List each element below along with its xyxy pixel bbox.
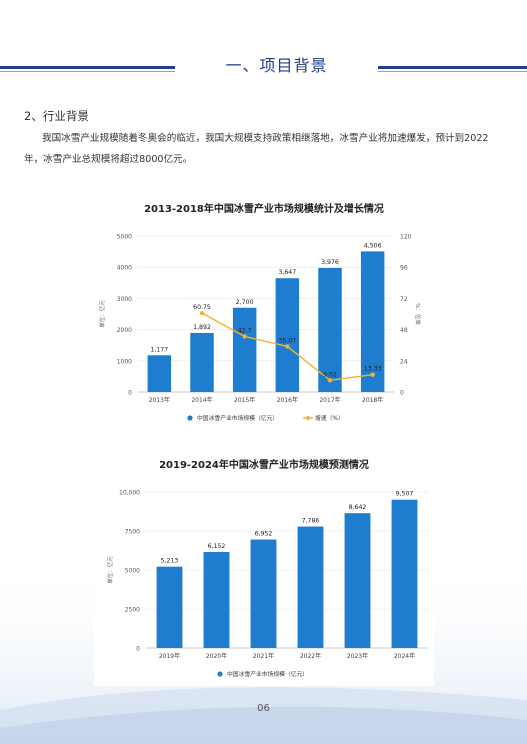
bar [297, 526, 324, 648]
x-tick-label: 2019年 [159, 652, 180, 660]
growth-rate-point [370, 372, 375, 377]
growth-rate-label: 35.07 [278, 337, 296, 344]
growth-rate-label: 9.02 [323, 371, 337, 378]
bar-value-label: 6,952 [255, 531, 273, 538]
y2-tick-label: 72 [400, 296, 408, 303]
x-tick-label: 2020年 [206, 652, 227, 660]
section-paragraph: 我国冰雪产业规模随着冬奥会的临近，我国大规模支持政策相继落地，冰雪产业将加速爆发… [24, 133, 489, 165]
bar [391, 499, 418, 648]
y-tick-label: 7500 [125, 529, 140, 536]
y2-axis-label: %：位单 [414, 303, 422, 325]
x-tick-label: 2013年 [149, 396, 170, 404]
y-tick-label: 5000 [125, 568, 140, 575]
header-rule-right-thin [378, 71, 527, 72]
x-tick-label: 2016年 [277, 396, 298, 404]
bar-value-label: 1,892 [193, 324, 211, 331]
y-tick-label: 5000 [117, 234, 132, 241]
y-tick-label: 3000 [117, 296, 132, 303]
x-tick-label: 2024年 [394, 652, 415, 660]
bar-value-label: 5,213 [161, 558, 179, 565]
bar-value-label: 8,642 [349, 504, 367, 511]
growth-rate-label: 60.75 [193, 304, 211, 311]
bar [344, 513, 371, 648]
bar-value-label: 6,152 [208, 543, 226, 550]
growth-rate-label: 13.33 [364, 366, 382, 373]
y2-tick-label: 120 [400, 234, 412, 241]
header-rule-left [0, 66, 175, 69]
y-axis-label: 单位：亿元 [106, 556, 114, 584]
bar [203, 552, 230, 648]
legend-label: 中国冰雪产业市场规模（亿元） [227, 670, 308, 678]
bar [360, 251, 385, 392]
growth-rate-point [242, 334, 247, 339]
growth-rate-point [285, 344, 290, 349]
bar-value-label: 2,700 [236, 299, 254, 306]
bar [318, 267, 342, 392]
header-rule-right [378, 66, 527, 69]
section-heading: 2、行业背景 [24, 109, 89, 123]
growth-rate-label: 42.7 [238, 327, 252, 334]
y-tick-label: 0 [136, 646, 140, 653]
y2-tick-label: 48 [400, 327, 408, 334]
y-axis-label: 单位：亿元 [98, 300, 106, 328]
bar [190, 332, 214, 392]
y2-tick-label: 96 [400, 265, 408, 272]
legend-swatch-bar [217, 671, 223, 677]
x-tick-label: 2018年 [362, 396, 383, 404]
x-tick-label: 2015年 [234, 396, 255, 404]
bar [147, 355, 172, 392]
legend-swatch-bar [187, 415, 193, 421]
x-tick-label: 2022年 [300, 652, 321, 660]
chart-canvas: 0 1000 2000 3000 4000 5000 0 24 48 72 96 120 %：位单 单位：… [98, 234, 422, 423]
growth-rate-point [327, 378, 333, 383]
bar-value-label: 7,786 [302, 518, 320, 525]
market-forecast-chart-2019-2024: 2019-2024年中国冰雪产业市场规模预测情况 0 2500 5000 7500 10… [94, 444, 434, 686]
bar-value-label: 4,506 [364, 242, 382, 249]
y-tick-label: 2500 [125, 607, 140, 614]
bar [275, 278, 300, 392]
y2-tick-label: 0 [400, 390, 404, 397]
header-rule-left-thin [0, 71, 175, 72]
page-number: 06 [257, 703, 270, 714]
bar [156, 566, 183, 648]
y-tick-label: 0 [128, 390, 132, 397]
bar [250, 539, 277, 648]
legend-swatch-point [306, 416, 310, 420]
y-tick-label: 4000 [117, 265, 132, 272]
x-tick-label: 2021年 [253, 652, 274, 660]
bar-value-label: 1,177 [150, 346, 168, 353]
bar [232, 307, 257, 392]
y2-tick-label: 24 [400, 358, 408, 365]
y-tick-label: 10,000 [119, 490, 140, 497]
market-scale-chart-2013-2018: 2013-2018年中国冰雪产业市场规模统计及增长情况 0 1000 2000 300… [94, 190, 434, 428]
legend-label: 中国冰雪产业市场规模（亿元） [197, 414, 278, 422]
x-tick-label: 2023年 [347, 652, 368, 660]
chart-title: 2013-2018年中国冰雪产业市场规模统计及增长情况 [144, 204, 384, 215]
y-tick-label: 1000 [117, 358, 132, 365]
chart-canvas: 0 2500 5000 7500 10,000 单位：亿元 5,213 2019年 6,152 2… [106, 490, 428, 678]
y-tick-label: 2000 [117, 327, 132, 334]
x-tick-label: 2017年 [319, 396, 340, 404]
legend-label: 增速（%） [315, 414, 344, 422]
bar-value-label: 9,507 [396, 491, 414, 498]
growth-rate-point [199, 310, 205, 316]
chart-title: 2019-2024年中国冰雪产业市场规模预测情况 [159, 460, 369, 471]
bar-value-label: 3,976 [321, 259, 339, 266]
bar-value-label: 3,647 [278, 269, 296, 276]
page-title: 一、项目背景 [225, 56, 328, 75]
x-tick-label: 2014年 [191, 396, 212, 404]
